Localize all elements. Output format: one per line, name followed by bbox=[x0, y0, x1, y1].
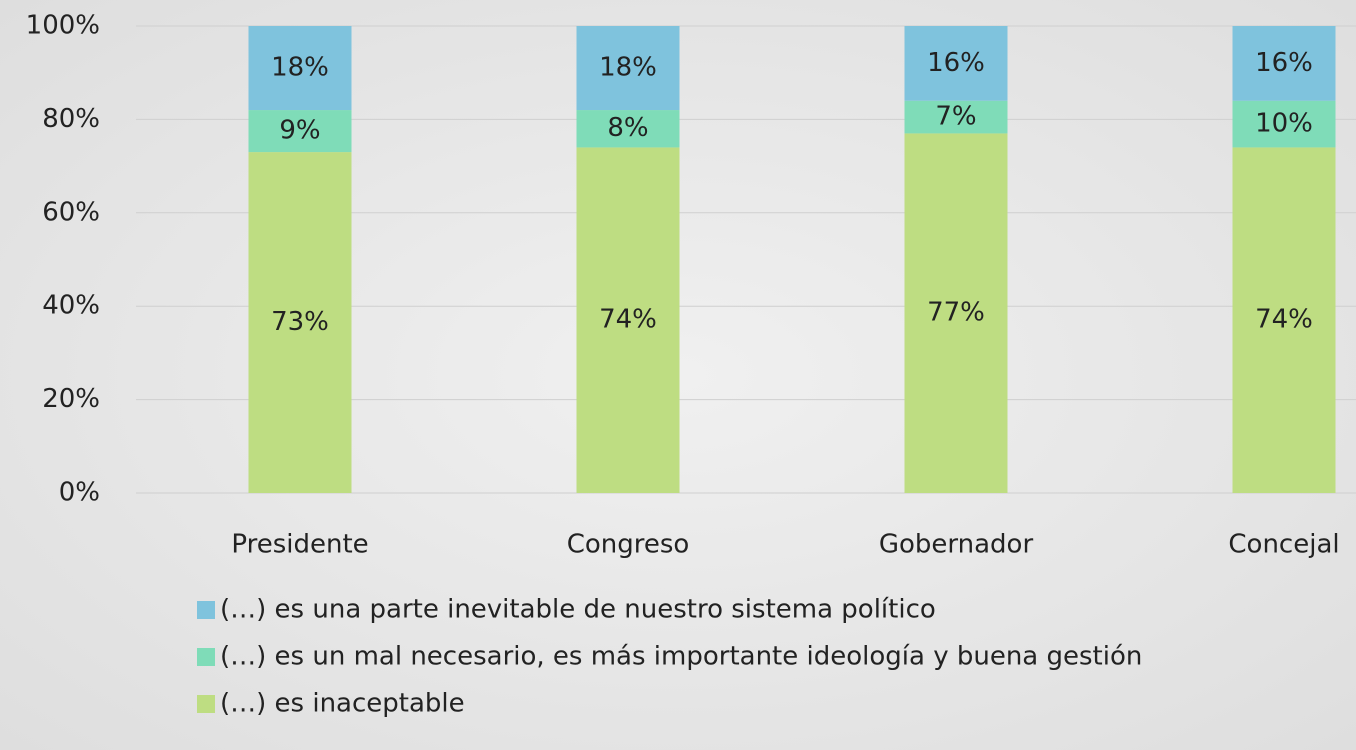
bar-segment bbox=[248, 26, 352, 111]
legend-swatch bbox=[197, 695, 215, 713]
y-tick-label: 20% bbox=[42, 384, 100, 414]
data-label: 77% bbox=[927, 298, 985, 328]
bar-segment bbox=[576, 110, 680, 148]
data-label: 7% bbox=[935, 102, 976, 132]
bar-segment bbox=[1232, 26, 1336, 101]
legend-label: (…) es una parte inevitable de nuestro s… bbox=[220, 595, 936, 625]
x-tick-label: Concejal bbox=[1228, 530, 1339, 560]
data-label: 16% bbox=[927, 48, 985, 78]
y-tick-label: 60% bbox=[42, 197, 100, 227]
bar-segment bbox=[1232, 100, 1336, 148]
data-label: 74% bbox=[1255, 305, 1313, 335]
data-label: 18% bbox=[599, 53, 657, 83]
data-label: 73% bbox=[271, 307, 329, 337]
bar-segment bbox=[248, 152, 352, 493]
y-tick-label: 80% bbox=[42, 104, 100, 134]
bar-segment bbox=[904, 26, 1008, 101]
data-label: 9% bbox=[279, 116, 320, 146]
bar-segment bbox=[576, 147, 680, 494]
legend-label: (…) es inaceptable bbox=[220, 689, 465, 719]
y-tick-label: 40% bbox=[42, 291, 100, 321]
x-tick-label: Congreso bbox=[567, 530, 690, 560]
legend-swatch bbox=[197, 601, 215, 619]
bar-segment bbox=[576, 26, 680, 111]
bar-segment bbox=[904, 100, 1008, 134]
legend-swatch bbox=[197, 648, 215, 666]
bar-segment bbox=[1232, 147, 1336, 494]
data-label: 18% bbox=[271, 53, 329, 83]
data-label: 74% bbox=[599, 305, 657, 335]
legend-label: (…) es un mal necesario, es más importan… bbox=[220, 642, 1142, 672]
bar-segment bbox=[248, 110, 352, 153]
data-label: 16% bbox=[1255, 48, 1313, 78]
y-tick-label: 100% bbox=[26, 11, 100, 41]
x-tick-label: Gobernador bbox=[879, 530, 1034, 560]
bar-segment bbox=[904, 133, 1008, 493]
y-tick-label: 0% bbox=[59, 478, 100, 508]
x-tick-label: Presidente bbox=[231, 530, 368, 560]
data-label: 10% bbox=[1255, 109, 1313, 139]
data-label: 8% bbox=[607, 113, 648, 143]
